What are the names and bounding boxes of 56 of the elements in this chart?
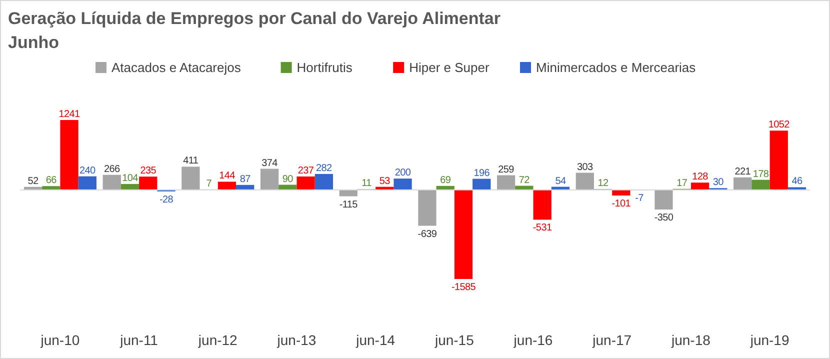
legend-label: Minimercados e Mercearias	[536, 60, 696, 75]
x-tick-label: jun-17	[592, 332, 632, 348]
data-label: 87	[240, 174, 252, 185]
data-label: 303	[577, 162, 594, 173]
data-label: 374	[262, 158, 278, 169]
data-label: 259	[498, 164, 515, 176]
chart-subtitle: Junho	[8, 33, 59, 52]
data-label: -101	[612, 198, 632, 210]
data-label: -350	[654, 212, 674, 224]
data-label: -7	[635, 193, 644, 204]
data-label: 200	[394, 168, 412, 179]
data-label: -115	[339, 199, 358, 210]
legend-label: Atacados e Atacarejos	[112, 60, 242, 75]
data-label: 411	[183, 156, 199, 167]
data-label: 144	[219, 170, 236, 182]
x-tick-label: jun-15	[434, 332, 474, 348]
data-label: -639	[418, 228, 438, 240]
data-label: -28	[159, 194, 174, 206]
data-label: 12	[598, 178, 610, 190]
data-label: 53	[379, 176, 391, 187]
data-label: 128	[692, 172, 709, 183]
data-label: -531	[532, 222, 552, 234]
data-label: 90	[282, 174, 294, 185]
data-label: 69	[440, 174, 452, 186]
data-label: 52	[28, 176, 40, 187]
data-label: 7	[206, 178, 212, 190]
data-label: -1585	[451, 282, 476, 293]
data-label: 30	[712, 177, 724, 188]
data-label: 1052	[768, 120, 790, 131]
data-label: 11	[362, 178, 372, 190]
data-label: 237	[298, 165, 314, 176]
data-label: 266	[104, 164, 120, 175]
x-tick-label: jun-13	[276, 332, 316, 348]
x-tick-label: jun-10	[40, 332, 80, 348]
data-label: 282	[316, 162, 333, 174]
x-tick-label: jun-11	[119, 332, 158, 348]
chart-title: Geração Líquida de Empregos por Canal do Varejo Alimentar	[8, 9, 501, 28]
data-label: 240	[80, 165, 96, 176]
data-label: 54	[555, 176, 566, 187]
data-label: 235	[140, 166, 157, 177]
data-label: 17	[676, 178, 688, 189]
x-tick-label: jun-19	[749, 332, 790, 348]
legend-label: Hortifrutis	[296, 60, 353, 75]
data-label: 196	[474, 168, 490, 179]
x-tick-label: jun-14	[355, 332, 396, 348]
data-label: 221	[734, 166, 752, 178]
legend-label: Hiper e Super	[409, 60, 490, 75]
data-label: 66	[46, 175, 58, 186]
data-label: 72	[518, 174, 530, 186]
data-label: 178	[752, 168, 770, 180]
x-tick-label: jun-12	[197, 332, 238, 348]
data-label: 46	[792, 176, 803, 188]
x-tick-label: jun-18	[670, 332, 711, 348]
x-tick-label: jun-16	[512, 332, 553, 348]
data-label: 1241	[58, 109, 81, 120]
data-label: 104	[122, 172, 139, 184]
